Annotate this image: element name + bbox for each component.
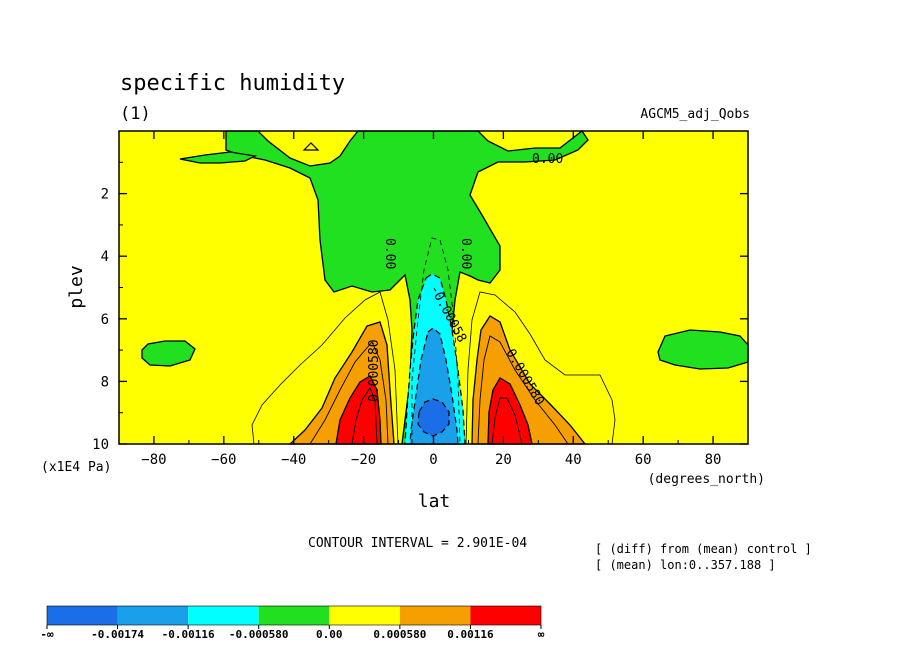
colorbar-label: -0.00116 xyxy=(162,628,215,641)
plot-area: 0.00 0.00 0.00 -0.00058 0.000580 0.00058… xyxy=(118,130,749,445)
x-axis: −80 −60 −40 −20 0 20 40 60 80 xyxy=(118,131,749,468)
colorbar-label: -0.000580 xyxy=(229,628,289,641)
colorbar-label: 0.00 xyxy=(316,628,343,641)
contour-line xyxy=(309,341,389,445)
contour-line xyxy=(465,291,616,445)
contour-label: 0.00 xyxy=(458,238,473,269)
note-mean: [ (mean) lon:0..357.188 ] xyxy=(595,558,776,572)
contour-line xyxy=(491,397,523,445)
colorbar-swatch xyxy=(117,606,189,625)
x-tick-label: 40 xyxy=(565,452,582,468)
y-axis: 2 4 6 8 10 xyxy=(92,161,748,453)
region-green-left-lobe xyxy=(141,340,196,367)
colorbar-label: 0.000580 xyxy=(373,628,426,641)
contour-interval: CONTOUR INTERVAL = 2.901E-04 xyxy=(308,536,527,551)
dataset-label: AGCM5_adj_Qobs xyxy=(640,107,750,122)
y-tick-label: 10 xyxy=(92,437,109,453)
region-green-right-lobe xyxy=(657,329,749,370)
colorbar-swatch xyxy=(470,606,541,625)
colorbar-swatch xyxy=(258,606,330,625)
colorbar-frame xyxy=(46,605,542,626)
contour-label: 0.00 xyxy=(382,238,397,269)
y-tick-label: 8 xyxy=(101,374,109,390)
x-axis-unit: (degrees_north) xyxy=(648,472,765,487)
colorbar-swatch xyxy=(399,606,471,625)
note-diff: [ (diff) from (mean) control ] xyxy=(595,542,812,556)
colorbar-swatch xyxy=(188,606,259,625)
x-tick-label: −80 xyxy=(141,452,166,468)
y-tick-label: 4 xyxy=(101,249,109,265)
x-axis-label: lat xyxy=(418,491,451,512)
contour-line xyxy=(351,387,378,445)
contour-label: 0.000580 xyxy=(367,339,382,402)
contour-line xyxy=(477,335,569,445)
x-tick-label: 60 xyxy=(635,452,652,468)
x-tick-label: −40 xyxy=(281,452,306,468)
colorbar-label: -0.00174 xyxy=(91,628,144,641)
x-tick-label: −20 xyxy=(351,452,376,468)
colorbar-swatch xyxy=(329,606,400,625)
region-green-small-upper-left xyxy=(179,151,258,164)
colorbar-label: -∞ xyxy=(40,628,54,641)
colorbar-label: ∞ xyxy=(538,628,545,641)
contour-line xyxy=(251,291,399,445)
chart-subtitle: (1) xyxy=(120,104,151,124)
region-yellow-hole xyxy=(302,142,320,151)
x-tick-label: 0 xyxy=(429,452,437,468)
region-red-right xyxy=(487,377,533,445)
contour-label: 0.00 xyxy=(532,152,563,167)
x-tick-label: 20 xyxy=(495,452,512,468)
y-tick-label: 2 xyxy=(101,187,109,203)
y-axis-label: plev xyxy=(66,265,87,308)
colorbar-label: 0.00116 xyxy=(447,628,494,641)
colorbar: -∞ -0.00174 -0.00116 -0.000580 0.00 0.000580 0… xyxy=(40,605,545,641)
colorbar-swatch xyxy=(47,606,118,625)
y-axis-unit: (x1E4 Pa) xyxy=(41,460,111,475)
y-tick-label: 6 xyxy=(101,312,109,328)
region-red-left xyxy=(335,375,382,445)
contour-line xyxy=(411,237,461,445)
region-darkblue xyxy=(417,398,450,437)
chart-title: specific humidity xyxy=(120,71,345,96)
x-tick-label: −60 xyxy=(211,452,236,468)
x-tick-label: 80 xyxy=(705,452,722,468)
